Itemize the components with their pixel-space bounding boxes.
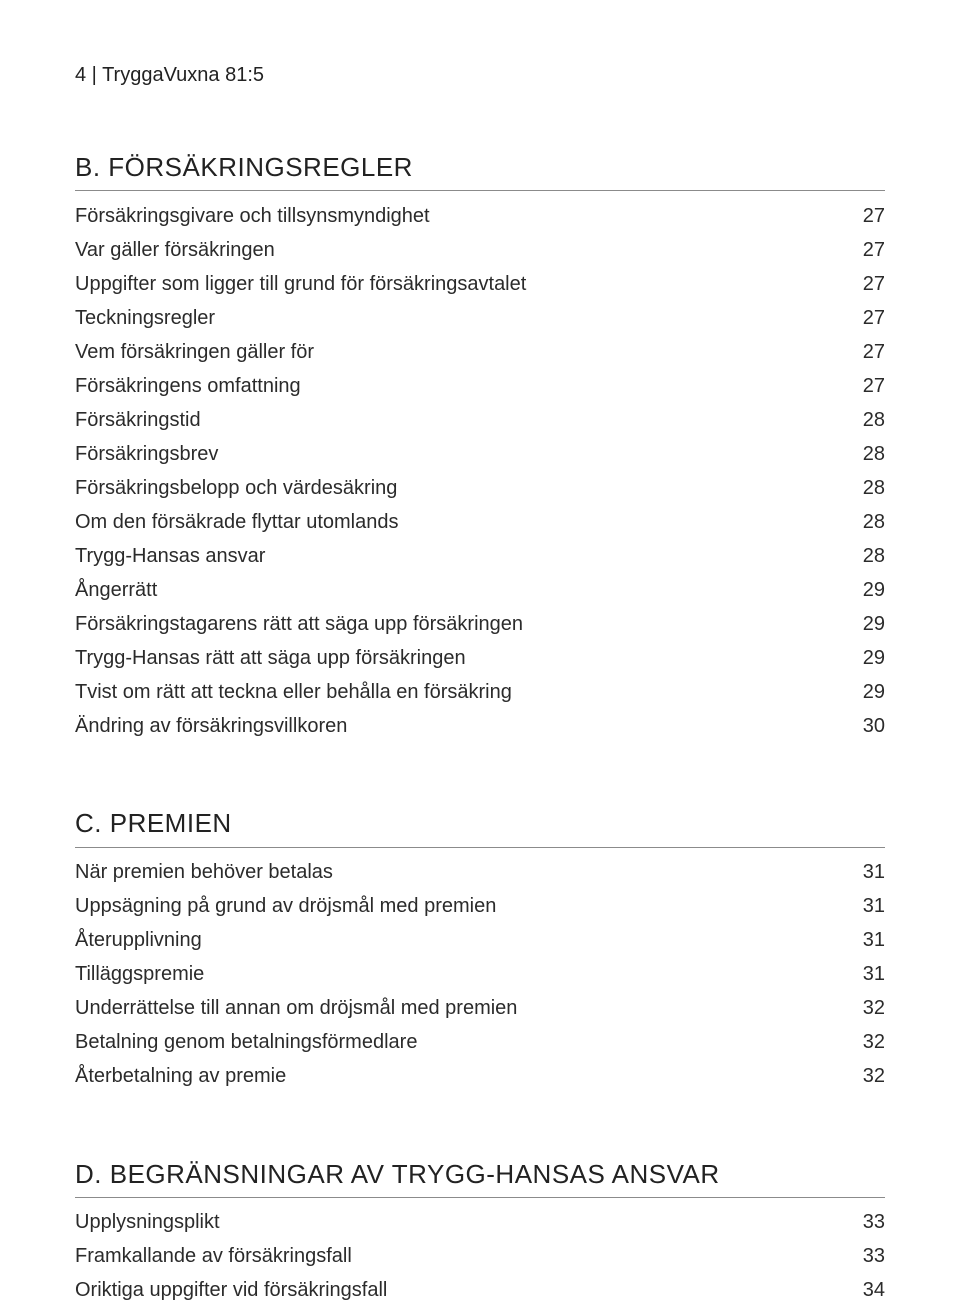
toc-row: Tvist om rätt att teckna eller behålla e…	[75, 675, 885, 709]
toc-label: När premien behöver betalas	[75, 857, 845, 888]
toc-row: Var gäller försäkringen27	[75, 233, 885, 267]
toc-label: Betalning genom betalningsförmedlare	[75, 1027, 845, 1058]
toc-page-number: 29	[845, 643, 885, 674]
toc-page-number: 28	[845, 541, 885, 572]
toc-label: Underrättelse till annan om dröjsmål med…	[75, 993, 845, 1024]
toc-row: Försäkringens omfattning27	[75, 369, 885, 403]
toc-row: Försäkringstagarens rätt att säga upp fö…	[75, 607, 885, 641]
page-header: 4 | TryggaVuxna 81:5	[75, 60, 885, 91]
toc-page-number: 29	[845, 575, 885, 606]
toc-label: Var gäller försäkringen	[75, 235, 845, 266]
toc-label: Om den försäkrade flyttar utomlands	[75, 507, 845, 538]
toc-page-number: 27	[845, 201, 885, 232]
toc-label: Återbetalning av premie	[75, 1061, 845, 1092]
toc-row: Trygg-Hansas ansvar28	[75, 539, 885, 573]
toc-page-number: 27	[845, 337, 885, 368]
toc-label: Försäkringsbelopp och värdesäkring	[75, 473, 845, 504]
toc-row: Ångerrätt29	[75, 573, 885, 607]
toc-label: Ändring av försäkringsvillkoren	[75, 711, 845, 742]
toc-page-number: 27	[845, 269, 885, 300]
toc-label: Återupplivning	[75, 925, 845, 956]
toc-page-number: 27	[845, 235, 885, 266]
toc-row: Underrättelse till annan om dröjsmål med…	[75, 992, 885, 1026]
toc-label: Försäkringstagarens rätt att säga upp fö…	[75, 609, 845, 640]
toc-page-number: 28	[845, 405, 885, 436]
toc-page-number: 33	[845, 1207, 885, 1238]
toc-page-number: 28	[845, 473, 885, 504]
toc-row: Försäkringsbelopp och värdesäkring28	[75, 471, 885, 505]
toc-page-number: 28	[845, 439, 885, 470]
toc-row: Trygg-Hansas rätt att säga upp försäkrin…	[75, 641, 885, 675]
toc-label: Upplysningsplikt	[75, 1207, 845, 1238]
toc-page-number: 29	[845, 677, 885, 708]
toc-page-number: 31	[845, 925, 885, 956]
toc-page-number: 27	[845, 371, 885, 402]
toc-label: Tvist om rätt att teckna eller behålla e…	[75, 677, 845, 708]
toc-row: Återbetalning av premie32	[75, 1060, 885, 1094]
section-title: C. PREMIEN	[75, 803, 885, 847]
toc-label: Teckningsregler	[75, 303, 845, 334]
toc-row: När premien behöver betalas31	[75, 856, 885, 890]
toc-section: B. FÖRSÄKRINGSREGLER Försäkringsgivare oc…	[75, 147, 885, 743]
toc-label: Framkallande av försäkringsfall	[75, 1241, 845, 1272]
toc-page-number: 31	[845, 891, 885, 922]
toc-page-number: 32	[845, 1027, 885, 1058]
toc-page-number: 30	[845, 711, 885, 742]
toc-row: Tilläggspremie31	[75, 958, 885, 992]
toc-row: Ändring av försäkringsvillkoren30	[75, 709, 885, 743]
toc-page-number: 27	[845, 303, 885, 334]
toc-row: Teckningsregler27	[75, 301, 885, 335]
section-title: D. BEGRÄNSNINGAR AV TRYGG-HANSAS ANSVAR	[75, 1154, 885, 1198]
toc-label: Trygg-Hansas ansvar	[75, 541, 845, 572]
toc-page-number: 31	[845, 959, 885, 990]
toc-section: D. BEGRÄNSNINGAR AV TRYGG-HANSAS ANSVAR U…	[75, 1154, 885, 1308]
toc-label: Uppgifter som ligger till grund för förs…	[75, 269, 845, 300]
toc-row: Vem försäkringen gäller för27	[75, 335, 885, 369]
toc-page-number: 28	[845, 507, 885, 538]
toc-row: Om den försäkrade flyttar utomlands28	[75, 505, 885, 539]
toc-section: C. PREMIENNär premien behöver betalas31U…	[75, 803, 885, 1093]
toc-page-number: 34	[845, 1275, 885, 1306]
toc-row: Framkallande av försäkringsfall33	[75, 1240, 885, 1274]
toc-label: Försäkringsbrev	[75, 439, 845, 470]
toc-label: Trygg-Hansas rätt att säga upp försäkrin…	[75, 643, 845, 674]
toc-row: Återupplivning31	[75, 924, 885, 958]
toc-row: Uppsägning på grund av dröjsmål med prem…	[75, 890, 885, 924]
toc-label: Ångerrätt	[75, 575, 845, 606]
toc-label: Vem försäkringen gäller för	[75, 337, 845, 368]
toc-sections: B. FÖRSÄKRINGSREGLER Försäkringsgivare oc…	[75, 147, 885, 1308]
toc-page-number: 32	[845, 993, 885, 1024]
toc-label: Försäkringstid	[75, 405, 845, 436]
toc-label: Försäkringens omfattning	[75, 371, 845, 402]
toc-label: Uppsägning på grund av dröjsmål med prem…	[75, 891, 845, 922]
toc-label: Tilläggspremie	[75, 959, 845, 990]
toc-page-number: 31	[845, 857, 885, 888]
toc-row: Försäkringstid28	[75, 403, 885, 437]
toc-label: Försäkringsgivare och tillsynsmyndighet	[75, 201, 845, 232]
toc-page-number: 33	[845, 1241, 885, 1272]
toc-row: Försäkringsgivare och tillsynsmyndighet2…	[75, 199, 885, 233]
toc-row: Uppgifter som ligger till grund för förs…	[75, 267, 885, 301]
toc-page-number: 29	[845, 609, 885, 640]
section-title: B. FÖRSÄKRINGSREGLER	[75, 147, 885, 191]
toc-label: Oriktiga uppgifter vid försäkringsfall	[75, 1275, 845, 1306]
toc-row: Upplysningsplikt33	[75, 1206, 885, 1240]
toc-page-number: 32	[845, 1061, 885, 1092]
toc-row: Oriktiga uppgifter vid försäkringsfall34	[75, 1274, 885, 1308]
toc-row: Försäkringsbrev28	[75, 437, 885, 471]
toc-row: Betalning genom betalningsförmedlare32	[75, 1026, 885, 1060]
